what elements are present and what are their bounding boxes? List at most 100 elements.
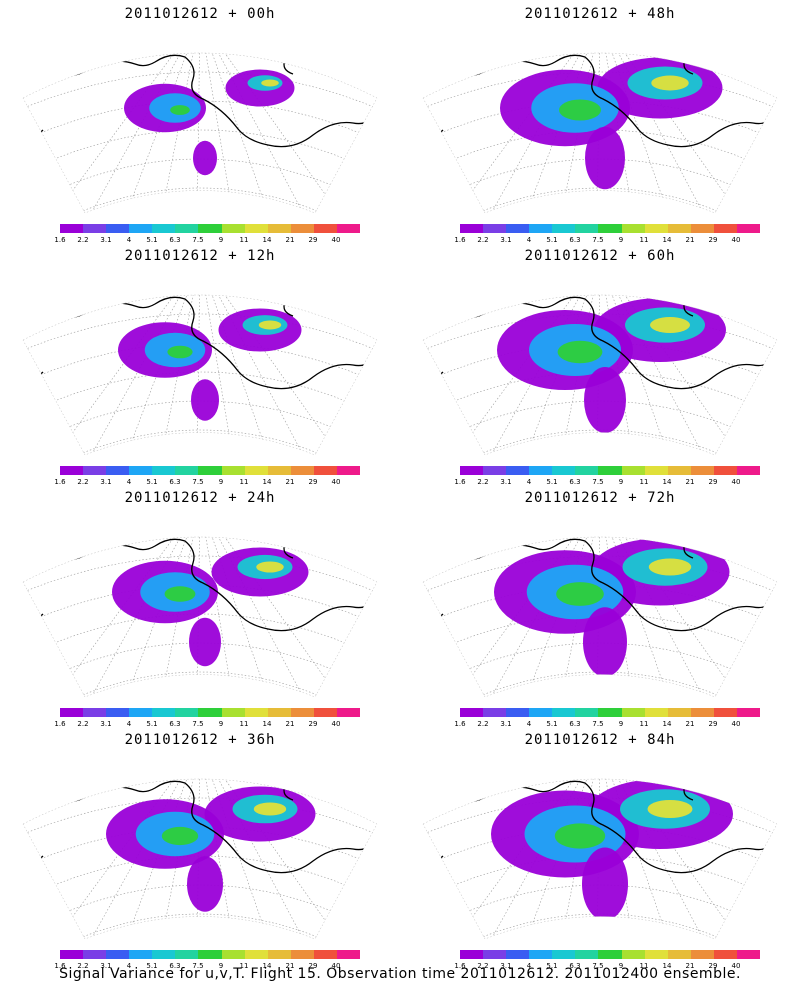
colorbar-tick-label: 21 bbox=[285, 478, 295, 486]
variance-contour bbox=[584, 367, 626, 433]
variance-contour bbox=[554, 823, 606, 849]
colorbar-segment bbox=[575, 224, 599, 233]
colorbar-tick-label: 5.1 bbox=[146, 962, 158, 970]
colorbar bbox=[60, 466, 361, 475]
colorbar-segment bbox=[313, 224, 337, 233]
variance-contour bbox=[167, 345, 193, 359]
colorbar-tick-label: 6.3 bbox=[169, 478, 181, 486]
colorbar-tick-label: 1.6 bbox=[454, 478, 466, 486]
meridian-line bbox=[199, 295, 274, 455]
colorbar-labels: 1.6 2.2 3.1 4 5.1 6.3 7.5 9 11 14 21 29 40 bbox=[45, 720, 375, 730]
colorbar-tick-label: 3.1 bbox=[500, 236, 512, 244]
colorbar-segment bbox=[198, 950, 222, 959]
coastline bbox=[424, 367, 444, 376]
graticule-line bbox=[444, 913, 756, 939]
colorbar-tick-label: 5.1 bbox=[146, 236, 158, 244]
colorbar-segment bbox=[221, 708, 245, 717]
colorbar-tick-label: 29 bbox=[708, 720, 718, 728]
colorbar-segment bbox=[529, 224, 553, 233]
colorbar-segment bbox=[221, 950, 245, 959]
colorbar-segment bbox=[736, 224, 761, 233]
colorbar-tick-label: 1.6 bbox=[54, 236, 66, 244]
colorbar-segment bbox=[267, 708, 291, 717]
colorbar-tick-label: 29 bbox=[308, 478, 318, 486]
colorbar-tick-label: 5.1 bbox=[546, 962, 558, 970]
map-boundary bbox=[22, 778, 378, 939]
colorbar-tick-label: 14 bbox=[262, 962, 272, 970]
colorbar-tick-label: 14 bbox=[262, 236, 272, 244]
colorbar-segment bbox=[575, 466, 599, 475]
colorbar-segment bbox=[83, 708, 107, 717]
graticule-line bbox=[23, 797, 377, 843]
map-panel: 2011012612 + 84h 1.6 2.2 3.1 4 5.1 6.3 7.5 9 11 14… bbox=[400, 726, 800, 971]
variance-contour bbox=[170, 105, 190, 115]
map-boundary bbox=[22, 52, 378, 213]
panel-title: 2011012612 + 12h bbox=[124, 248, 276, 264]
colorbar-segment bbox=[713, 224, 737, 233]
colorbar-tick-label: 2.2 bbox=[77, 236, 89, 244]
colorbar-tick-label: 4 bbox=[126, 478, 132, 486]
graticule-line bbox=[423, 555, 777, 601]
meridian-line bbox=[199, 537, 350, 697]
colorbar-segment bbox=[667, 950, 691, 959]
colorbar-tick-label: 5.1 bbox=[146, 720, 158, 728]
colorbar-tick-label: 1.6 bbox=[454, 236, 466, 244]
panel-title: 2011012612 + 84h bbox=[524, 732, 676, 748]
polar-map bbox=[22, 536, 378, 697]
colorbar-tick-label: 4 bbox=[526, 720, 532, 728]
polar-map bbox=[422, 294, 778, 455]
colorbar-tick-label: 11 bbox=[639, 236, 649, 244]
colorbar-segment bbox=[152, 950, 176, 959]
colorbar-segment bbox=[667, 466, 691, 475]
colorbar-segment bbox=[506, 950, 530, 959]
graticule-line bbox=[23, 71, 377, 117]
variance-contour bbox=[258, 320, 282, 330]
colorbar bbox=[460, 950, 761, 959]
colorbar-tick-label: 1.6 bbox=[54, 720, 66, 728]
colorbar-segment bbox=[598, 950, 622, 959]
colorbar-tick-label: 40 bbox=[331, 478, 341, 486]
colorbar-segment bbox=[106, 708, 130, 717]
colorbar-segment bbox=[83, 224, 107, 233]
polar-map bbox=[22, 294, 378, 455]
colorbar-tick-label: 21 bbox=[685, 962, 695, 970]
polar-map bbox=[22, 778, 378, 939]
variance-contour bbox=[559, 99, 601, 121]
colorbar-segment bbox=[713, 950, 737, 959]
graticule-line bbox=[24, 129, 376, 173]
colorbar-tick-label: 40 bbox=[731, 720, 741, 728]
colorbar-tick-label: 4 bbox=[126, 236, 132, 244]
variance-contour bbox=[651, 75, 689, 91]
map-boundary bbox=[422, 52, 778, 213]
meridian-line bbox=[199, 537, 312, 697]
colorbar-tick-label: 14 bbox=[262, 720, 272, 728]
colorbar-segment bbox=[198, 708, 222, 717]
coastline bbox=[424, 609, 444, 618]
colorbar-tick-label: 2.2 bbox=[77, 720, 89, 728]
graticule-line bbox=[444, 429, 756, 455]
colorbar-tick-label: 6.3 bbox=[569, 236, 581, 244]
colorbar-segment bbox=[60, 950, 84, 959]
graticule-line bbox=[44, 913, 356, 939]
colorbar-segment bbox=[506, 708, 530, 717]
polar-map bbox=[22, 52, 378, 213]
graticule-line bbox=[423, 313, 777, 359]
colorbar-tick-label: 5.1 bbox=[546, 720, 558, 728]
colorbar-tick-label: 7.5 bbox=[592, 962, 604, 970]
colorbar-labels: 1.6 2.2 3.1 4 5.1 6.3 7.5 9 11 14 21 29 40 bbox=[45, 478, 375, 488]
colorbar-tick-label: 3.1 bbox=[100, 236, 112, 244]
colorbar-tick-label: 3.1 bbox=[500, 478, 512, 486]
colorbar-tick-label: 2.2 bbox=[477, 478, 489, 486]
graticule-line bbox=[24, 371, 376, 415]
colorbar-tick-label: 21 bbox=[285, 962, 295, 970]
colorbar-segment bbox=[598, 466, 622, 475]
colorbar-segment bbox=[83, 466, 107, 475]
meridian-line bbox=[599, 53, 750, 213]
colorbar-segment bbox=[336, 224, 361, 233]
colorbar-segment bbox=[60, 708, 84, 717]
colorbar-segment bbox=[313, 708, 337, 717]
graticule-line bbox=[423, 797, 777, 843]
graticule-line bbox=[24, 613, 376, 657]
colorbar-labels: 1.6 2.2 3.1 4 5.1 6.3 7.5 9 11 14 21 29 40 bbox=[445, 962, 775, 972]
colorbar-segment bbox=[506, 224, 530, 233]
